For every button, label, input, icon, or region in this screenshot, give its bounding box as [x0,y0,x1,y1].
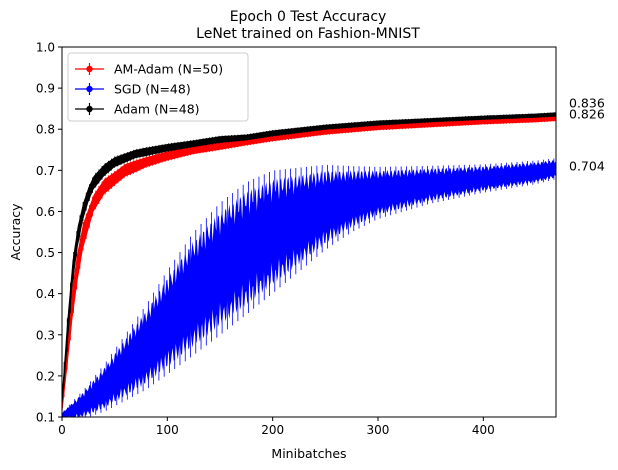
legend-marker [86,65,93,73]
end-label: 0.836 [569,96,605,111]
chart-subtitle: LeNet trained on Fashion-MNIST [196,26,420,42]
y-tick-label: 0.6 [36,205,55,219]
series-line [61,113,557,401]
x-tick-label: 100 [156,423,179,437]
y-tick-label: 0.4 [36,287,55,301]
end-label: 0.826 [569,107,605,122]
series-line [61,118,557,409]
y-axis-label: Accuracy [8,203,23,261]
y-tick-label: 0.3 [36,328,55,342]
x-tick-label: 400 [472,423,495,437]
x-tick-label: 0 [58,423,66,437]
end-labels: 0.826 0.704 0.836 [569,96,605,174]
x-ticks: 0 100 200 300 400 [58,417,495,437]
y-tick-label: 0.7 [36,164,55,178]
y-tick-label: 0.1 [36,411,55,425]
y-tick-label: 0.5 [36,246,55,260]
legend-marker [86,105,93,113]
series-adam-n-48 [61,112,557,409]
legend-label: Adam (N=48) [114,102,200,117]
series-line [61,168,557,416]
error-band [62,160,556,417]
series-sgd-n-48 [61,158,557,417]
legend-box [67,52,249,122]
series-layer [61,112,557,417]
end-label: 0.704 [569,159,605,174]
legend-label: SGD (N=48) [114,82,191,97]
y-tick-label: 0.9 [36,82,55,96]
plot-area: 0 100 200 300 400 0.10.20.30.40.50.60.70.80.… [36,41,557,437]
x-axis-label: Minibatches [271,446,346,461]
chart-title: Epoch 0 Test Accuracy [230,9,387,25]
legend-label: AM-Adam (N=50) [114,62,223,77]
x-tick-label: 300 [367,423,390,437]
y-tick-label: 0.8 [36,123,55,137]
y-tick-label: 0.2 [36,369,55,383]
y-tick-label: 1.0 [36,41,55,55]
legend: AM-Adam (N=50) SGD (N=48) Adam (N=48) [67,52,249,122]
axes-frame [61,46,557,418]
y-ticks: 0.1 0.2 0.3 0.4 0.5 0.6 0.7 0.8 0.9 1.0 [36,41,62,425]
legend-marker [86,85,93,93]
x-tick-label: 200 [261,423,284,437]
